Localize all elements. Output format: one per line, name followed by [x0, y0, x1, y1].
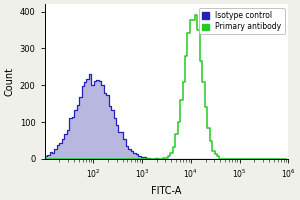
- Legend: Isotype control, Primary antibody: Isotype control, Primary antibody: [199, 8, 285, 34]
- Y-axis label: Count: Count: [4, 67, 14, 96]
- X-axis label: FITC-A: FITC-A: [151, 186, 182, 196]
